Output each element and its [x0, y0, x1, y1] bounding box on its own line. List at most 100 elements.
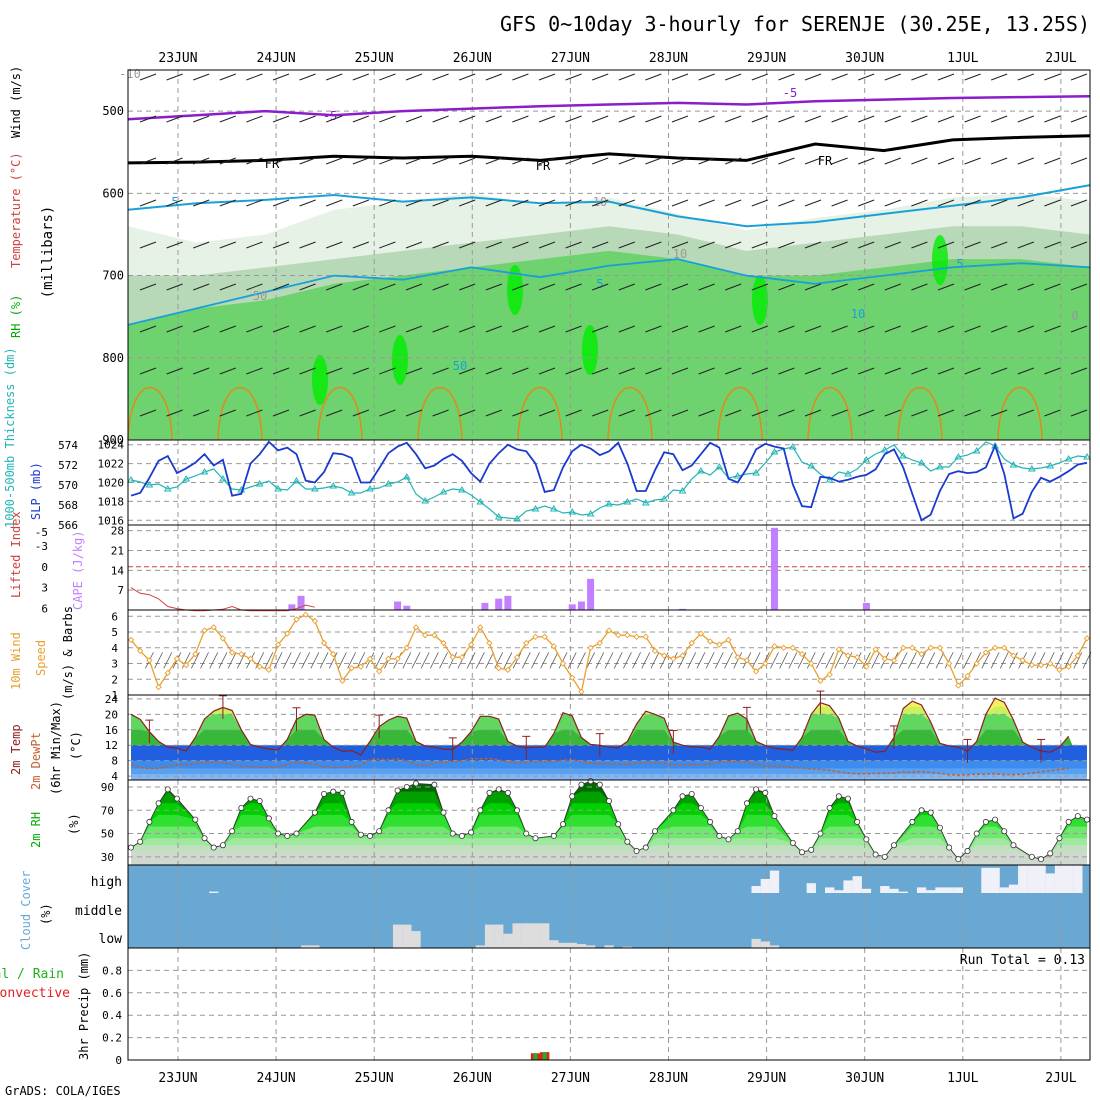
wind-barb	[538, 199, 556, 207]
wind-barb	[972, 652, 982, 669]
wind-speed-point	[826, 671, 833, 678]
wind-speed-point	[697, 630, 705, 637]
cloud-high-block	[843, 880, 853, 893]
wind-barb	[937, 157, 955, 165]
rh2m-point	[550, 832, 557, 839]
contour-label: 10	[851, 307, 865, 321]
cloud-background	[128, 865, 1090, 948]
wind-barb	[219, 325, 236, 333]
cloud-axis-label: Cloud Cover	[19, 871, 33, 950]
rh2m-point	[201, 835, 208, 842]
wind-barb	[804, 157, 822, 165]
wind-barb	[459, 283, 476, 291]
wind-barb	[825, 652, 834, 669]
wind-barb	[804, 241, 822, 249]
wind-barb	[725, 241, 742, 249]
li-tick: -5	[35, 526, 48, 539]
thickness-point	[145, 481, 154, 488]
cloud-low-block	[512, 923, 522, 948]
wind-speed-point	[1056, 666, 1063, 673]
wind-barb	[299, 409, 316, 417]
wind-speed-point	[569, 674, 576, 681]
wind-barb	[911, 199, 928, 207]
wind-barb	[512, 367, 529, 375]
wind-barb	[991, 241, 1008, 249]
wind-barb	[432, 409, 449, 417]
rh2m-point	[265, 815, 272, 822]
wind-axis-label: Wind (m/s)	[9, 66, 23, 138]
wind-barb	[139, 115, 157, 123]
rh2m-axis-label: 2m RH	[29, 812, 43, 848]
wind-barb	[246, 115, 263, 123]
rh2m-point	[670, 807, 677, 814]
wind-barb	[698, 199, 715, 207]
isotherm-warm	[897, 386, 943, 441]
wind-barb	[1070, 241, 1088, 249]
wind-speed-point	[173, 655, 181, 662]
wind-barb	[687, 652, 697, 669]
wind-barb	[328, 652, 338, 669]
wind-speed-point	[771, 643, 778, 650]
rh2m-point	[275, 830, 282, 837]
wind-barb	[618, 157, 635, 165]
wind-barb	[246, 73, 263, 81]
temp-tick: 12	[105, 739, 118, 752]
rh2m-point	[173, 795, 180, 802]
wind-barb	[714, 652, 724, 669]
wind-speed-point	[734, 654, 741, 661]
wind-barb	[565, 73, 582, 81]
precip-bar-convective	[533, 1053, 538, 1060]
wind-speed-point	[1037, 661, 1045, 669]
thickness-tick: 574	[58, 439, 78, 452]
rh2m-point	[127, 844, 134, 851]
wind10m-axis-label: Speed	[34, 640, 48, 676]
wind-barb	[1055, 652, 1064, 669]
wind-barb	[485, 283, 502, 291]
wind-barb	[671, 283, 689, 291]
wind-speed-point	[817, 677, 824, 684]
wind-speed-point	[752, 668, 760, 675]
wind-speed-point	[1074, 652, 1081, 659]
date-label-bottom: 25JUN	[355, 1071, 394, 1086]
wind-speed-point	[936, 644, 944, 651]
rh2m-point	[799, 849, 806, 856]
wind-barb	[246, 241, 263, 249]
isotherm-minus5	[127, 95, 1091, 121]
wind-barb	[272, 283, 290, 291]
cloud-high-block	[760, 879, 770, 893]
thickness-point	[182, 475, 191, 482]
wind-speed-point	[449, 654, 456, 661]
wind-speed-point	[339, 677, 346, 684]
wind-speed-point	[605, 627, 613, 634]
wind-barb	[678, 652, 687, 669]
wind-barb	[937, 409, 955, 417]
rh2m-point	[955, 856, 962, 863]
wind-barb	[193, 241, 210, 249]
wind-barb	[139, 409, 157, 417]
li-axis-label: Lifted Index	[9, 511, 23, 598]
wind-barb	[567, 652, 577, 669]
wind-barb	[193, 199, 210, 207]
wind-barb	[592, 367, 609, 375]
rh2m-point	[679, 793, 686, 800]
thickness-point	[513, 515, 521, 522]
date-label-top: 29JUN	[747, 51, 786, 66]
wind-barb	[219, 199, 236, 207]
wind-barb	[352, 241, 369, 249]
rh2m-point	[366, 832, 373, 839]
wind-speed-point	[679, 652, 686, 659]
wind-barb	[352, 283, 369, 291]
wind-barb	[991, 199, 1008, 207]
panels: 23JUN 23JUN 24JUN 24JUN 25JUN 25JUN 26JUN 26JUN…	[0, 51, 1092, 1086]
wind-speed-point	[844, 652, 852, 659]
date-label-bottom: 23JUN	[158, 1071, 197, 1086]
wind-barb	[725, 367, 742, 375]
wind-barb	[1044, 283, 1061, 291]
wind-speed-point	[274, 641, 282, 648]
rh2m-point	[615, 821, 622, 828]
wind-barb	[485, 241, 502, 249]
wind-barb	[246, 367, 263, 375]
wind-barb	[512, 652, 522, 669]
wind-speed-point	[219, 635, 227, 642]
wind-barb	[645, 241, 662, 249]
